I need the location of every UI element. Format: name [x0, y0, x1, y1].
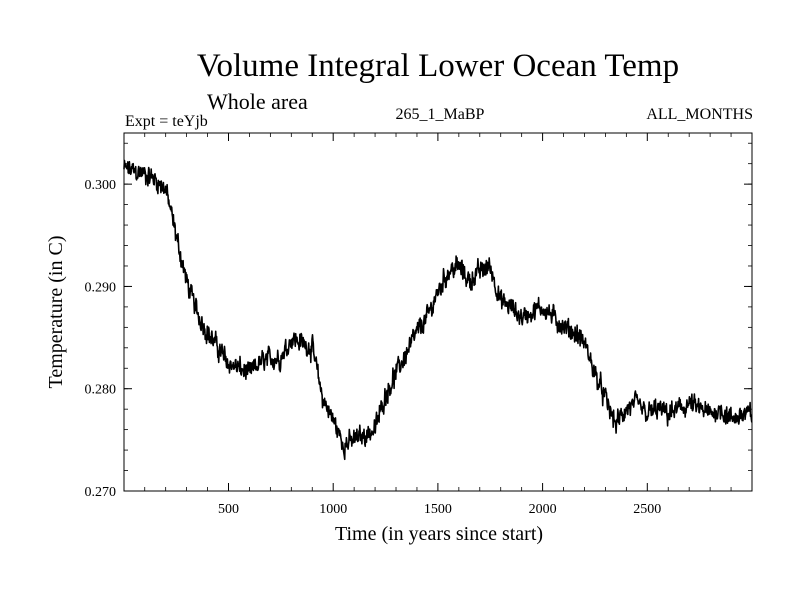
y-tick-label: 0.290	[85, 280, 117, 295]
axis-tick-labels: 0.270 0.280 0.290 0.300 500 1000 1500 2000 2500	[85, 178, 662, 517]
y-tick-label: 0.270	[85, 485, 117, 500]
axis-ticks	[124, 133, 752, 492]
run-label: 265_1_MaBP	[395, 106, 485, 123]
y-tick-label: 0.300	[85, 178, 117, 193]
experiment-label: Expt = teYjb	[125, 113, 208, 130]
x-tick-label: 1500	[424, 502, 452, 517]
chart-subtitle: Whole area	[207, 89, 308, 114]
x-tick-label: 2500	[633, 502, 661, 517]
series-line	[123, 159, 753, 461]
x-tick-label: 1000	[319, 502, 347, 517]
plot-frame	[123, 132, 753, 492]
x-axis-label: Time (in years since start)	[335, 523, 543, 545]
chart-title: Volume Integral Lower Ocean Temp	[196, 48, 680, 84]
plot-area	[123, 132, 753, 492]
months-label: ALL_MONTHS	[646, 106, 753, 123]
y-axis-label: Temperature (in C)	[45, 236, 67, 389]
y-tick-label: 0.280	[85, 383, 117, 398]
x-tick-label: 500	[218, 502, 239, 517]
x-tick-label: 2000	[529, 502, 557, 517]
